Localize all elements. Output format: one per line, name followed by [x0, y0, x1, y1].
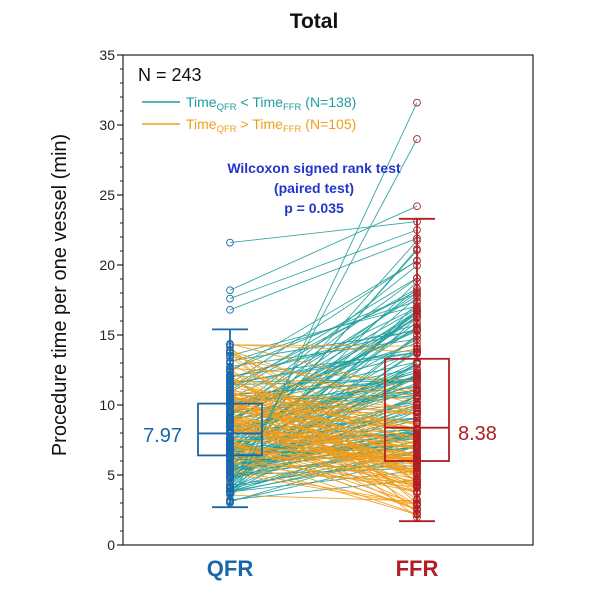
paired-line: [229, 205, 418, 291]
paired-line: [229, 293, 418, 371]
paired-line: [229, 344, 418, 347]
legend-label-qfr-less: TimeQFR < TimeFFR (N=138): [186, 94, 356, 113]
paired-line: [229, 462, 418, 489]
y-tick-label: 20: [99, 257, 115, 273]
paired-line: [229, 472, 418, 506]
category-label-ffr: FFR: [396, 556, 439, 581]
y-tick-label: 10: [99, 397, 115, 413]
ffr-point: [413, 443, 421, 452]
annotation-line-1: Wilcoxon signed rank test: [227, 160, 401, 176]
y-tick-label: 15: [99, 327, 115, 343]
ffr-point: [413, 98, 421, 107]
qfr-point: [226, 443, 234, 452]
legend: TimeQFR < TimeFFR (N=138) TimeQFR > Time…: [142, 94, 356, 135]
ffr-point: [413, 406, 421, 415]
qfr-point: [226, 294, 234, 303]
qfr-point: [226, 407, 234, 416]
ffr-point: [413, 373, 421, 382]
y-tick-label: 25: [99, 187, 115, 203]
ffr-point: [413, 437, 421, 446]
paired-line: [229, 344, 418, 353]
ffr-point: [413, 446, 421, 455]
ffr-point: [413, 377, 421, 385]
paired-line: [229, 460, 418, 516]
y-tick-label: 5: [107, 467, 115, 483]
paired-line: [229, 221, 418, 244]
paired-line: [229, 338, 418, 368]
median-label-qfr: 7.97: [143, 425, 182, 447]
y-axis-label: Procedure time per one vessel (min): [49, 134, 71, 456]
ffr-point: [413, 379, 421, 388]
qfr-point: [226, 441, 234, 450]
ffr-point: [413, 391, 421, 400]
paired-line: [229, 451, 418, 515]
annotation-line-2: (paired test): [274, 180, 354, 196]
qfr-point: [226, 418, 234, 427]
y-tick-label: 35: [99, 47, 115, 63]
paired-line: [229, 260, 418, 385]
qfr-point: [226, 238, 234, 247]
box-layer: [197, 217, 450, 523]
legend-label-qfr-greater: TimeQFR > TimeFFR (N=105): [186, 116, 356, 135]
paired-line: [229, 346, 418, 514]
ffr-point: [413, 202, 421, 211]
qfr-point: [226, 286, 234, 295]
paired-line: [229, 260, 418, 373]
wilcoxon-annotation: Wilcoxon signed rank test (paired test) …: [227, 160, 401, 216]
paired-line: [229, 237, 418, 311]
ffr-point: [413, 414, 421, 423]
paired-line: [229, 470, 418, 493]
ffr-point: [413, 135, 421, 143]
category-label-qfr: QFR: [207, 556, 254, 581]
ffr-point: [413, 408, 421, 417]
ffr-box: [384, 357, 450, 462]
chart-title: Total: [290, 10, 339, 33]
y-tick-label: 30: [99, 117, 115, 133]
ffr-point: [413, 360, 421, 368]
ffr-point: [413, 425, 421, 433]
paired-line: [229, 470, 418, 505]
qfr-point: [226, 412, 234, 421]
ffr-point: [413, 410, 421, 419]
paired-line: [229, 229, 418, 300]
y-tick-label: 0: [107, 537, 115, 553]
median-label-ffr: 8.38: [458, 423, 497, 445]
ffr-point: [413, 394, 421, 403]
axis-layer: 0 5 10 15 20 25 30 35: [99, 47, 534, 553]
paired-line: [229, 458, 418, 486]
qfr-point: [226, 421, 234, 429]
annotation-line-3: p = 0.035: [284, 200, 344, 216]
ffr-point: [413, 400, 421, 409]
paired-line: [229, 463, 418, 469]
paired-line: [229, 308, 418, 417]
n-label: N = 243: [138, 65, 202, 85]
paired-line: [229, 277, 418, 391]
qfr-box: [197, 402, 263, 457]
qfr-point: [226, 305, 234, 314]
plot-frame: [122, 54, 534, 546]
